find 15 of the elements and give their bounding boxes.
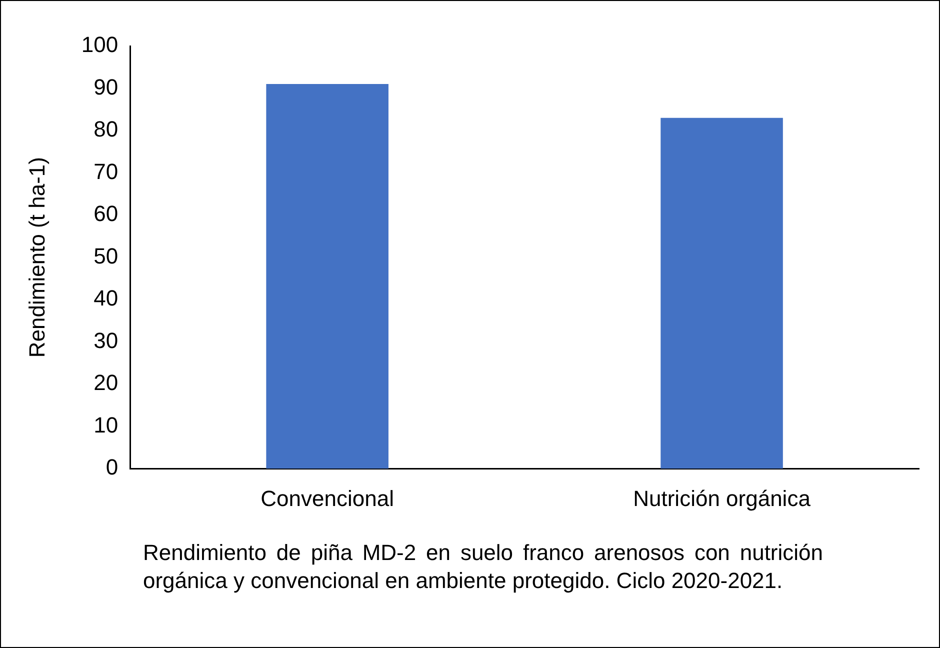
y-tick-label: 40 [94,286,118,311]
y-tick-label: 90 [94,74,118,100]
y-tick-label: 50 [94,243,118,268]
y-tick-label: 30 [94,328,118,353]
y-tick-label: 10 [94,412,118,438]
y-axis-title: Rendimiento (t ha-1) [24,157,50,358]
text: Rendimiento de piña MD-2 en suelo franco arenosos con nutrición orgánica y convencional en ambiente protegido. Ciclo 2020-2021. [143,539,823,595]
y-tick-label: 100 [81,32,118,58]
y-tick-label: 20 [94,370,118,396]
x-tick-label: Convencional [260,486,394,511]
y-tick-label: 60 [94,201,118,226]
y-tick-label: 0 [106,454,118,480]
y-tick-label: 70 [94,158,118,184]
y-tick-label: 80 [94,116,118,142]
x-tick-label: Nutrición orgánica [633,486,812,511]
